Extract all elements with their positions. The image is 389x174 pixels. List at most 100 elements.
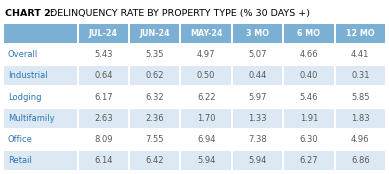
Bar bbox=[336, 151, 385, 170]
Text: 4.66: 4.66 bbox=[300, 50, 318, 59]
Bar bbox=[283, 44, 335, 65]
Bar bbox=[232, 86, 283, 108]
Bar bbox=[232, 65, 283, 86]
Bar bbox=[129, 108, 180, 129]
Bar bbox=[284, 151, 334, 170]
Text: 0.62: 0.62 bbox=[145, 71, 164, 80]
Bar bbox=[78, 86, 129, 108]
Bar bbox=[233, 45, 282, 64]
Bar bbox=[284, 45, 334, 64]
Bar bbox=[233, 66, 282, 85]
Bar bbox=[180, 23, 232, 44]
Text: 1.91: 1.91 bbox=[300, 114, 318, 123]
Text: Retail: Retail bbox=[8, 156, 32, 165]
Text: 4.41: 4.41 bbox=[351, 50, 370, 59]
Bar bbox=[335, 108, 386, 129]
Bar bbox=[336, 109, 385, 128]
Bar bbox=[283, 150, 335, 171]
Text: 1.70: 1.70 bbox=[197, 114, 216, 123]
Bar bbox=[129, 150, 180, 171]
Bar bbox=[233, 151, 282, 170]
Bar bbox=[181, 87, 231, 106]
Bar bbox=[180, 129, 232, 150]
Text: 6.86: 6.86 bbox=[351, 156, 370, 165]
Bar bbox=[79, 87, 128, 106]
Bar bbox=[129, 86, 180, 108]
Bar bbox=[78, 150, 129, 171]
Bar bbox=[79, 130, 128, 149]
Bar bbox=[232, 23, 283, 44]
Bar bbox=[232, 108, 283, 129]
Text: 5.07: 5.07 bbox=[248, 50, 267, 59]
Text: 6.30: 6.30 bbox=[300, 135, 318, 144]
Bar bbox=[335, 129, 386, 150]
Bar bbox=[4, 109, 77, 128]
Bar bbox=[3, 23, 78, 44]
Bar bbox=[233, 130, 282, 149]
Bar bbox=[181, 151, 231, 170]
Text: 3 MO: 3 MO bbox=[246, 29, 269, 38]
Bar bbox=[181, 45, 231, 64]
Bar bbox=[130, 87, 179, 106]
Text: 2.36: 2.36 bbox=[145, 114, 164, 123]
Bar bbox=[4, 130, 77, 149]
Text: Overall: Overall bbox=[8, 50, 38, 59]
Bar bbox=[283, 108, 335, 129]
Text: JUL-24: JUL-24 bbox=[89, 29, 118, 38]
Bar bbox=[335, 86, 386, 108]
Text: 6.27: 6.27 bbox=[300, 156, 318, 165]
Bar bbox=[336, 45, 385, 64]
Bar bbox=[3, 86, 78, 108]
Text: 0.40: 0.40 bbox=[300, 71, 318, 80]
Bar bbox=[181, 24, 231, 43]
Bar bbox=[130, 24, 179, 43]
Bar bbox=[78, 23, 129, 44]
Bar bbox=[4, 87, 77, 106]
Bar bbox=[232, 150, 283, 171]
Text: Office: Office bbox=[8, 135, 33, 144]
Text: 0.31: 0.31 bbox=[351, 71, 370, 80]
Bar bbox=[78, 108, 129, 129]
Bar bbox=[180, 150, 232, 171]
Bar bbox=[233, 109, 282, 128]
Bar bbox=[336, 130, 385, 149]
Text: 2.63: 2.63 bbox=[94, 114, 113, 123]
Text: Multifamily: Multifamily bbox=[8, 114, 54, 123]
Bar bbox=[129, 65, 180, 86]
Bar bbox=[335, 23, 386, 44]
Bar bbox=[180, 108, 232, 129]
Bar bbox=[4, 24, 77, 43]
Text: 7.55: 7.55 bbox=[145, 135, 164, 144]
Text: 6.94: 6.94 bbox=[197, 135, 216, 144]
Bar bbox=[79, 66, 128, 85]
Bar bbox=[283, 129, 335, 150]
Bar bbox=[232, 129, 283, 150]
Text: 0.64: 0.64 bbox=[94, 71, 113, 80]
Text: 12 MO: 12 MO bbox=[346, 29, 375, 38]
Text: 0.50: 0.50 bbox=[197, 71, 216, 80]
Bar bbox=[79, 45, 128, 64]
Text: 0.44: 0.44 bbox=[248, 71, 267, 80]
Text: 6 MO: 6 MO bbox=[298, 29, 321, 38]
Bar bbox=[4, 151, 77, 170]
Bar bbox=[284, 66, 334, 85]
Bar bbox=[130, 45, 179, 64]
Bar bbox=[3, 65, 78, 86]
Text: 5.46: 5.46 bbox=[300, 93, 318, 101]
Bar bbox=[3, 108, 78, 129]
Bar bbox=[78, 44, 129, 65]
Text: DELINQUENCY RATE BY PROPERTY TYPE (% 30 DAYS +): DELINQUENCY RATE BY PROPERTY TYPE (% 30 … bbox=[47, 9, 310, 18]
Text: 5.94: 5.94 bbox=[197, 156, 216, 165]
Bar bbox=[284, 87, 334, 106]
Bar bbox=[3, 129, 78, 150]
Bar bbox=[78, 65, 129, 86]
Bar bbox=[181, 130, 231, 149]
Text: 6.14: 6.14 bbox=[94, 156, 113, 165]
Bar bbox=[335, 65, 386, 86]
Bar bbox=[4, 45, 77, 64]
Bar bbox=[180, 44, 232, 65]
Bar bbox=[129, 129, 180, 150]
Bar bbox=[284, 24, 334, 43]
Bar bbox=[4, 66, 77, 85]
Text: 4.96: 4.96 bbox=[351, 135, 370, 144]
